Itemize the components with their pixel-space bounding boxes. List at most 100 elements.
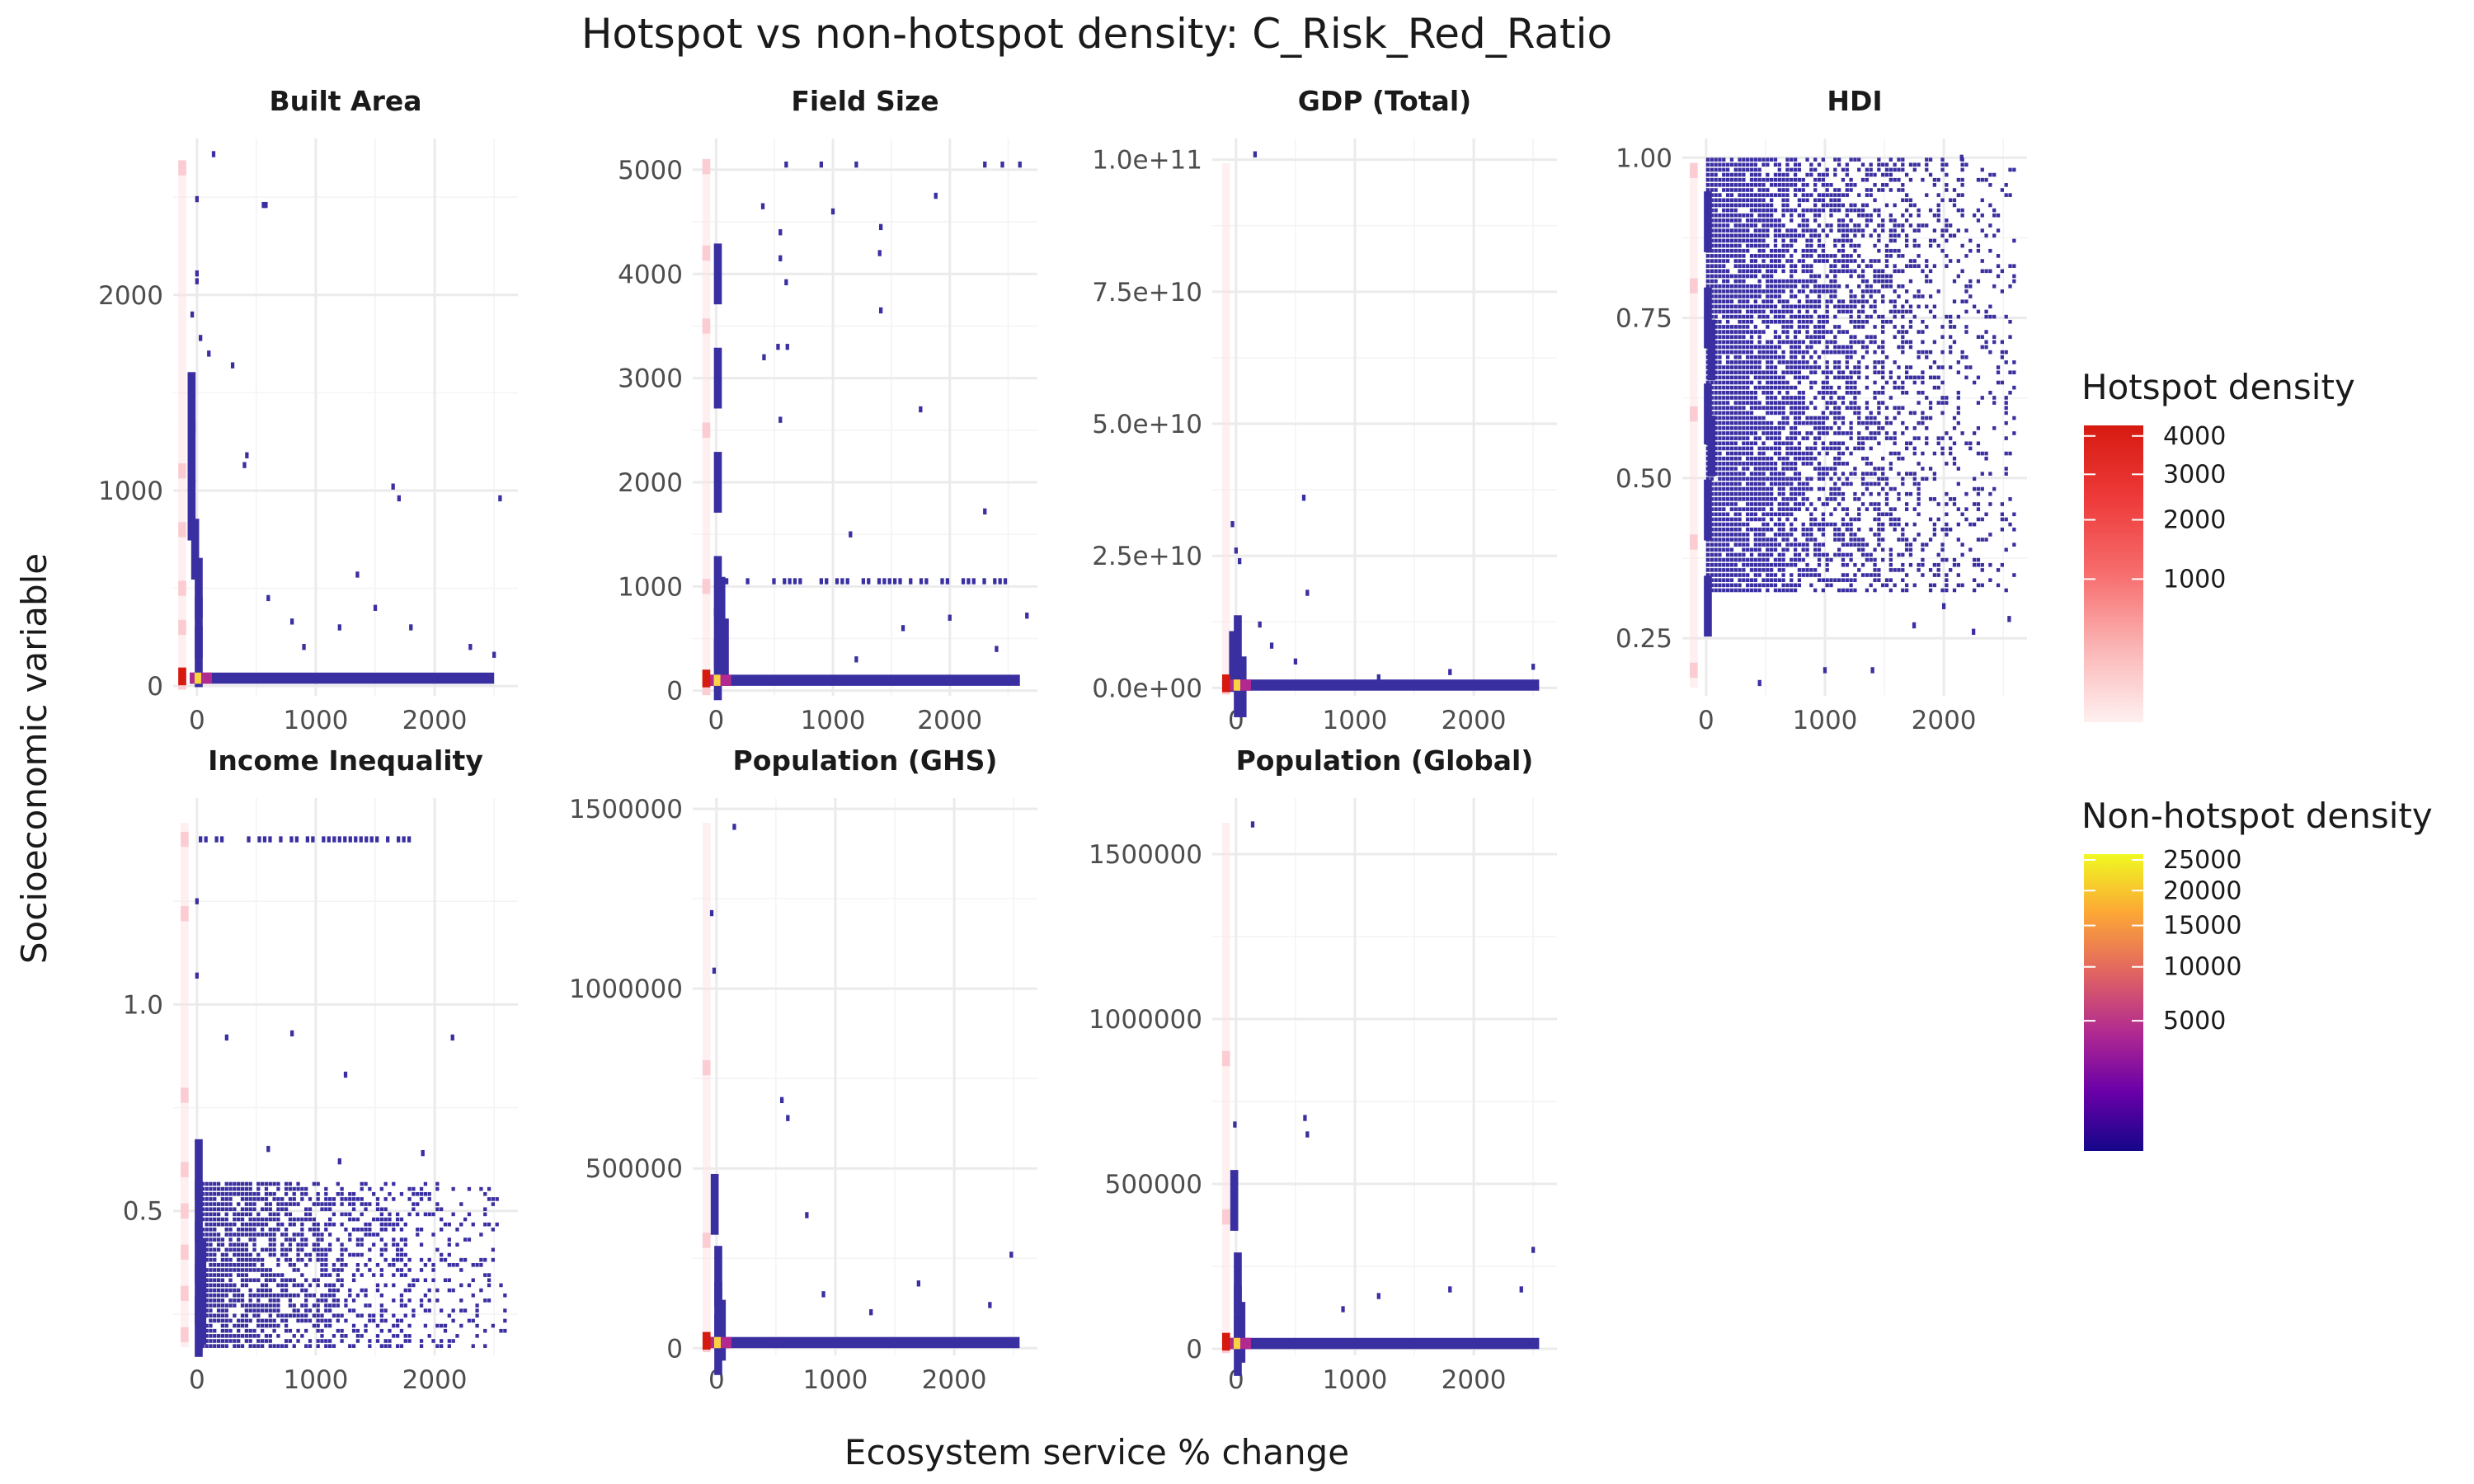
- density-cell: [1825, 497, 1829, 501]
- density-cell: [1888, 213, 1893, 218]
- density-cell: [383, 1207, 388, 1212]
- density-cell: [284, 1323, 289, 1328]
- density-cell: [1928, 208, 1933, 213]
- density-cell: [2012, 370, 2016, 375]
- density-cell: [216, 1344, 221, 1348]
- density-cell: [1769, 491, 1774, 496]
- density-cell: [1757, 289, 1761, 294]
- density-cell: [399, 1252, 404, 1257]
- density-cell: [1746, 350, 1750, 355]
- density-cell: [1766, 380, 1770, 385]
- x-tick-label: 1000: [1323, 706, 1388, 735]
- density-cell: [1940, 588, 1945, 593]
- density-cell: [1742, 426, 1746, 430]
- density-cell: [220, 1334, 225, 1338]
- density-cell: [1749, 269, 1754, 274]
- density-cell: [1901, 198, 1905, 203]
- density-cell: [288, 1202, 293, 1206]
- density-cell: [1722, 533, 1726, 537]
- density-cell: [845, 578, 849, 585]
- density-cell: [1733, 350, 1738, 355]
- density-cell: [1865, 177, 1870, 182]
- density-cell: [1790, 167, 1794, 172]
- density-cell: [1757, 330, 1761, 334]
- density-cell: [1714, 491, 1718, 496]
- density-cell: [205, 1283, 209, 1288]
- density-cell: [1809, 314, 1813, 319]
- density-cell: [1917, 223, 1921, 228]
- density-cell: [1901, 183, 1905, 187]
- density-cell: [1925, 279, 1929, 284]
- density-cell: [1817, 451, 1822, 456]
- density-cell: [224, 1328, 228, 1333]
- density-cell: [1785, 309, 1790, 314]
- density-cell: [1853, 304, 1857, 309]
- density-cell: [209, 1308, 213, 1313]
- density-cell: [892, 578, 897, 585]
- density-cell: [1829, 401, 1833, 405]
- density-cell: [945, 578, 950, 585]
- density-cell: [264, 1288, 269, 1293]
- density-cell: [1821, 416, 1825, 420]
- density-cell: [1849, 238, 1853, 243]
- density-cell: [1725, 436, 1730, 440]
- density-cell: [324, 1197, 328, 1201]
- density-cell: [300, 1257, 304, 1262]
- density-cell: [1829, 426, 1833, 430]
- density-cell: [348, 1237, 352, 1242]
- density-cell: [1725, 238, 1730, 243]
- density-cell: [1837, 552, 1841, 557]
- density-cell: [1777, 406, 1781, 411]
- density-cell: [1932, 177, 1937, 182]
- density-cell: [1821, 314, 1825, 319]
- density-cell: [1797, 578, 1802, 582]
- density-cell: [1925, 259, 1929, 263]
- density-cell: [1945, 491, 1949, 496]
- density-cell: [1753, 385, 1757, 390]
- density-cell: [224, 1233, 228, 1237]
- density-cell: [1793, 157, 1798, 162]
- density-cell: [1722, 177, 1726, 182]
- density-cell: [1940, 325, 1945, 329]
- x-tick-label: 1000: [284, 706, 349, 735]
- density-cell: [1742, 533, 1746, 537]
- density-cell: [1873, 380, 1877, 385]
- density-cell: [1785, 401, 1790, 405]
- density-cell: [1801, 522, 1805, 527]
- density-cell: [1921, 375, 1925, 380]
- density-cell: [1729, 345, 1734, 350]
- density-cell: [1860, 456, 1865, 461]
- density-cell: [300, 1334, 304, 1338]
- density-cell: [351, 1217, 356, 1222]
- density-cell: [244, 1339, 248, 1343]
- density-cell: [1710, 274, 1714, 279]
- density-cell: [1766, 411, 1770, 416]
- density-cell: [1849, 188, 1853, 192]
- density-cell: [1749, 304, 1754, 309]
- density-cell: [1888, 486, 1893, 491]
- density-cell: [1857, 340, 1861, 345]
- density-cell: [1777, 172, 1781, 177]
- density-cell: [1829, 203, 1833, 208]
- density-cell: [1901, 330, 1905, 334]
- density-cell: [1893, 314, 1897, 319]
- density-cell: [1705, 547, 1710, 552]
- density-cell: [1841, 259, 1846, 263]
- density-cell: [1733, 533, 1738, 537]
- density-cell: [1825, 304, 1829, 309]
- density-cell: [1757, 472, 1761, 476]
- density-cell: [1945, 588, 1949, 593]
- density-cell: [1790, 279, 1794, 284]
- density-cell: [403, 1273, 407, 1277]
- density-cell: [1912, 481, 1917, 486]
- density-cell: [244, 1283, 248, 1288]
- density-cell: [240, 1278, 245, 1283]
- density-cell: [1960, 167, 1964, 172]
- density-cell: [1801, 228, 1805, 232]
- density-cell: [1921, 319, 1925, 324]
- density-cell: [1746, 385, 1750, 390]
- density-cell: [1722, 467, 1726, 471]
- density-cell: [1917, 294, 1921, 298]
- density-cell: [1888, 248, 1893, 253]
- density-cell: [1761, 248, 1766, 253]
